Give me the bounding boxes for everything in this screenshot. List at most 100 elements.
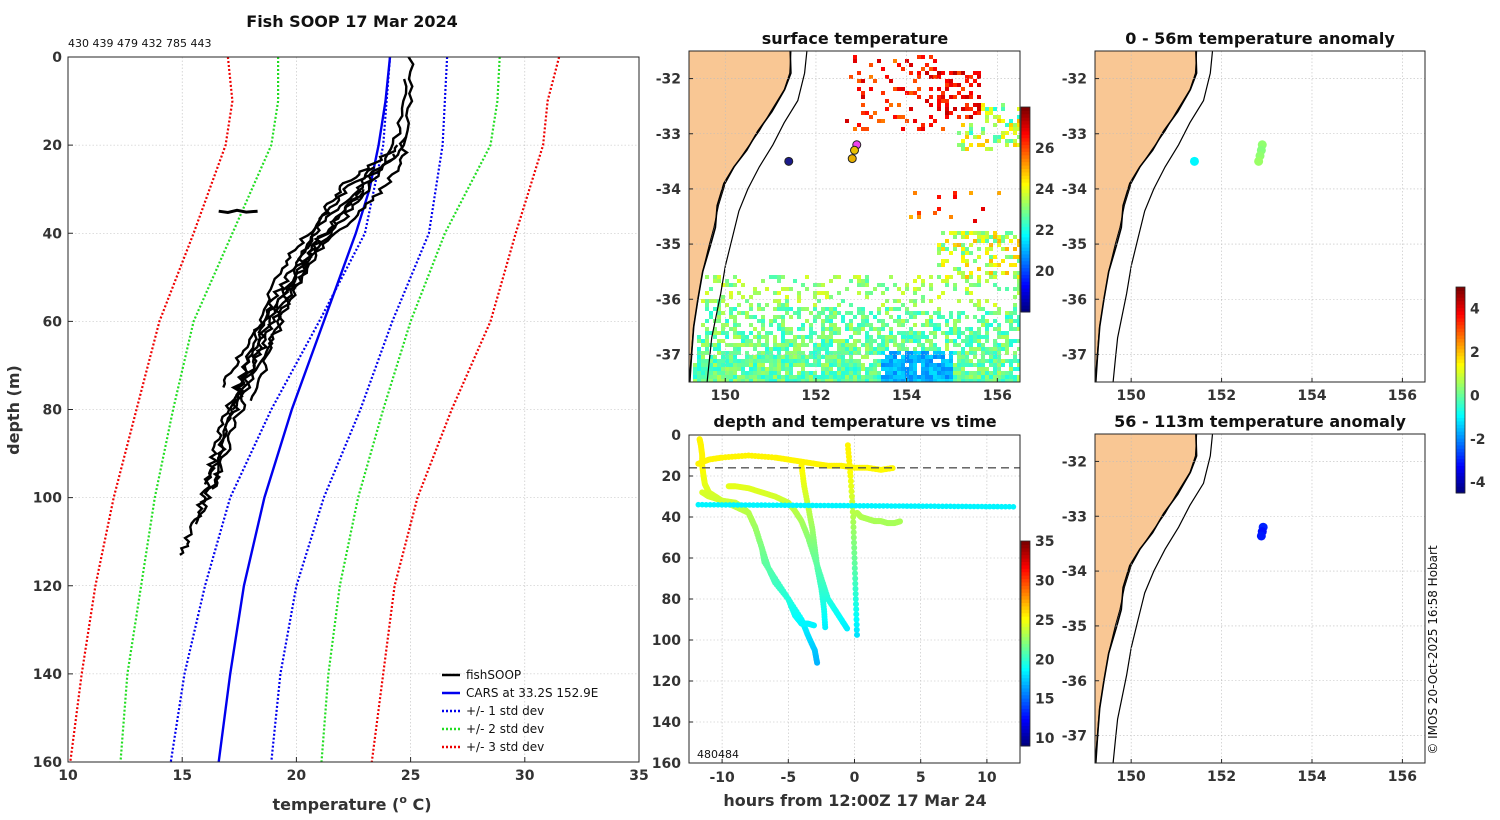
sst-cell bbox=[877, 327, 881, 331]
sst-cell bbox=[1013, 143, 1017, 147]
dt-point bbox=[916, 503, 922, 509]
sst-cell bbox=[753, 363, 757, 367]
colorbar-band bbox=[1021, 602, 1030, 607]
sst-cell bbox=[909, 315, 913, 319]
fishsoop-line bbox=[179, 56, 415, 556]
sst-cell bbox=[989, 379, 993, 382]
profile-lines bbox=[69, 56, 561, 763]
sst-cell bbox=[973, 363, 977, 367]
sst-cell bbox=[701, 343, 705, 347]
colorbar-band bbox=[1021, 643, 1030, 648]
sst-cell bbox=[953, 363, 957, 367]
colorbar-band bbox=[1456, 465, 1465, 470]
sst-cell bbox=[909, 371, 913, 375]
colorbar-band bbox=[1021, 260, 1030, 265]
sst-cell bbox=[781, 275, 785, 279]
dt-point bbox=[849, 502, 855, 509]
colorbar-band bbox=[1021, 660, 1030, 665]
sst-cell bbox=[829, 379, 833, 382]
sst-cell bbox=[809, 323, 813, 327]
dt-point bbox=[857, 503, 863, 509]
sst-cell bbox=[977, 327, 981, 331]
colorbar-tick: -4 bbox=[1470, 475, 1486, 491]
sst-cell bbox=[965, 231, 969, 235]
sst-cell bbox=[849, 379, 853, 382]
sst-cell bbox=[877, 59, 881, 63]
sst-cell bbox=[945, 331, 949, 335]
sst-cell bbox=[1017, 291, 1020, 295]
map-ytick-label: -35 bbox=[1062, 237, 1087, 253]
profile-ytick-label: 80 bbox=[43, 403, 63, 419]
sst-cell bbox=[937, 207, 941, 211]
sst-cell bbox=[965, 359, 969, 363]
colorbar-band bbox=[1021, 544, 1030, 549]
colorbar-band bbox=[1021, 735, 1030, 740]
sst-cell bbox=[881, 67, 885, 71]
sst-cell bbox=[1009, 263, 1013, 267]
sst-cell bbox=[937, 87, 941, 91]
sst-cell bbox=[953, 331, 957, 335]
sst-cell bbox=[957, 363, 961, 367]
sst-cell bbox=[1005, 347, 1009, 351]
sst-cell bbox=[741, 363, 745, 367]
dt-point bbox=[979, 503, 985, 510]
sst-cell bbox=[837, 311, 841, 315]
sst-cell bbox=[941, 315, 945, 319]
sst-cell bbox=[937, 107, 941, 111]
sst-cell bbox=[873, 375, 877, 379]
sst-cell bbox=[849, 335, 853, 339]
sst-cell bbox=[945, 79, 949, 83]
colorbar-band bbox=[1021, 732, 1030, 737]
dt-xtick-label: -5 bbox=[781, 770, 797, 786]
sst-cell bbox=[773, 291, 777, 295]
sst-cell bbox=[873, 379, 877, 382]
sst-cell bbox=[837, 355, 841, 359]
colorbar-band bbox=[1021, 728, 1030, 733]
map-ytick-label: -36 bbox=[1062, 292, 1087, 308]
dt-xtick-label: -10 bbox=[709, 770, 735, 786]
sst-cell bbox=[769, 359, 773, 363]
sst-cell bbox=[825, 335, 829, 339]
sst-cell bbox=[745, 311, 749, 315]
colorbar-band bbox=[1021, 582, 1030, 586]
sst-cell bbox=[981, 343, 985, 347]
sst-cell bbox=[865, 347, 869, 351]
sst-cell bbox=[765, 367, 769, 371]
sst-cell bbox=[933, 311, 937, 315]
sst-cell bbox=[937, 295, 941, 299]
sst-cell bbox=[897, 307, 901, 311]
sst-cell bbox=[929, 95, 933, 99]
sst-cell bbox=[729, 367, 733, 371]
sst-cell bbox=[993, 343, 997, 347]
sst-cell bbox=[929, 283, 933, 287]
sst-cell bbox=[821, 319, 825, 323]
colorbar-band bbox=[1456, 290, 1465, 295]
sst-cell bbox=[901, 331, 905, 335]
sst-cell bbox=[761, 363, 765, 367]
sst-cell bbox=[713, 355, 717, 359]
sst-cell bbox=[989, 243, 993, 247]
sst-cell bbox=[969, 331, 973, 335]
sst-cell bbox=[805, 287, 809, 291]
sst-cell bbox=[765, 375, 769, 379]
sst-cell bbox=[849, 75, 853, 79]
sst-cell bbox=[873, 327, 877, 331]
colorbar-tick: 35 bbox=[1035, 534, 1054, 550]
sst-cell bbox=[777, 307, 781, 311]
sst-cell bbox=[977, 235, 981, 239]
sst-cell bbox=[893, 335, 897, 339]
colorbar-band bbox=[1021, 130, 1030, 135]
surface-map-body: 150 152 154 156-32-33-34-35-36-37 bbox=[656, 50, 1021, 404]
sst-cell bbox=[981, 207, 985, 211]
sst-cell bbox=[821, 307, 825, 311]
profile-xtick-label: 30 bbox=[515, 768, 535, 784]
sst-cell bbox=[905, 287, 909, 291]
map-xtick-label: 156 bbox=[983, 388, 1012, 404]
colorbar-band bbox=[1456, 304, 1465, 309]
sst-cell bbox=[785, 287, 789, 291]
sst-cell bbox=[797, 299, 801, 303]
sst-cell bbox=[789, 327, 793, 331]
colorbar-band bbox=[1021, 117, 1030, 122]
sst-cell bbox=[801, 351, 805, 355]
sst-cell bbox=[741, 295, 745, 299]
